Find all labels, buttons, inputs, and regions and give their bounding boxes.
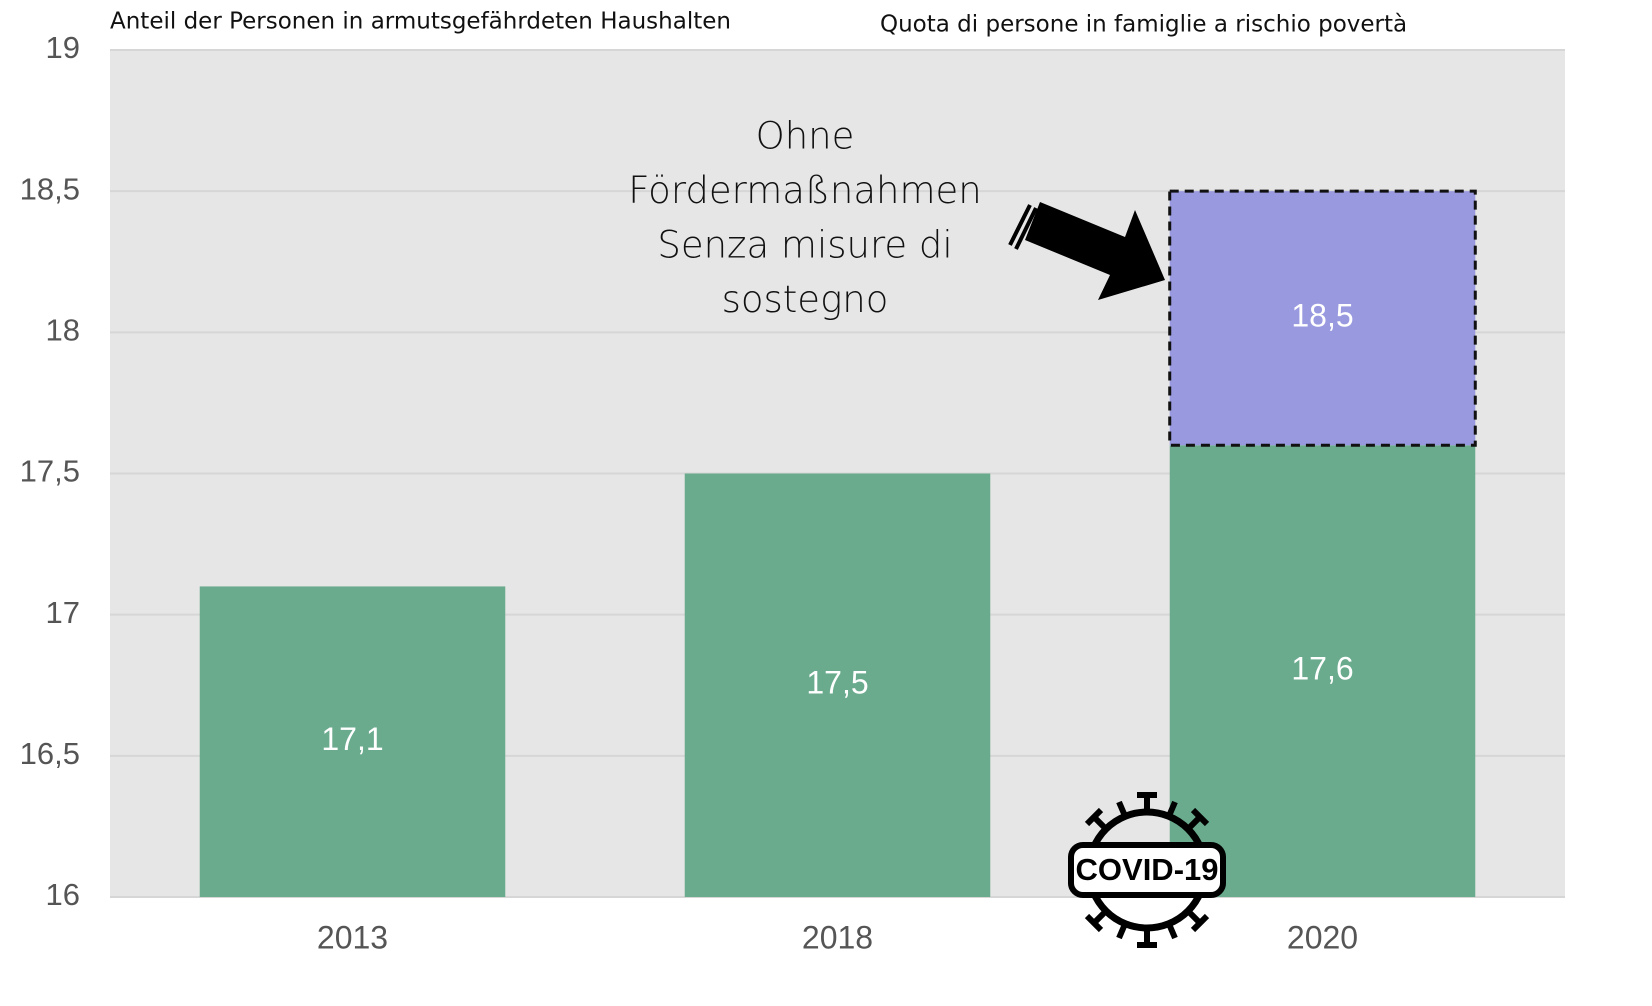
badge-label: COVID-19 (1076, 852, 1219, 887)
annotation: Ohne Fördermaßnahmen Senza misure di sosteg… (628, 115, 982, 322)
y-tick-label: 19 (46, 30, 80, 65)
bar (199, 586, 506, 897)
y-tick-label: 17 (46, 595, 80, 630)
value-label: 17,1 (321, 721, 383, 757)
bar (1168, 189, 1477, 447)
annotation-line: sostegno (722, 278, 889, 321)
bar (1169, 445, 1476, 897)
covid-icon: COVID-19 (1068, 792, 1226, 948)
y-tick-label: 16 (46, 877, 80, 912)
y-tick-label: 17,5 (20, 454, 80, 489)
arrow (1008, 202, 1165, 300)
x-tick-label: 2018 (802, 919, 873, 955)
y-tick-label: 18,5 (20, 171, 80, 206)
value-label: 17,5 (806, 665, 868, 701)
annotation-line: Senza misure di (657, 224, 952, 267)
x-tick-label: 2013 (317, 919, 388, 955)
chart-subtitle: Quota di persone in famiglie a rischio p… (880, 12, 1407, 38)
value-label: 18,5 (1291, 298, 1353, 334)
chart-title: Anteil der Personen in armutsgefährdeten… (110, 9, 731, 35)
bars: 17,1 17,5 17,6 18,5 (199, 189, 1477, 897)
annotation-line: Ohne (756, 115, 855, 158)
y-tick-label: 18 (46, 313, 80, 348)
y-tick-label: 16,5 (20, 736, 80, 771)
value-label: 17,6 (1291, 651, 1353, 687)
bar (684, 473, 991, 897)
x-tick-label: 2020 (1287, 919, 1358, 955)
annotation-line: Fördermaßnahmen (628, 169, 982, 212)
